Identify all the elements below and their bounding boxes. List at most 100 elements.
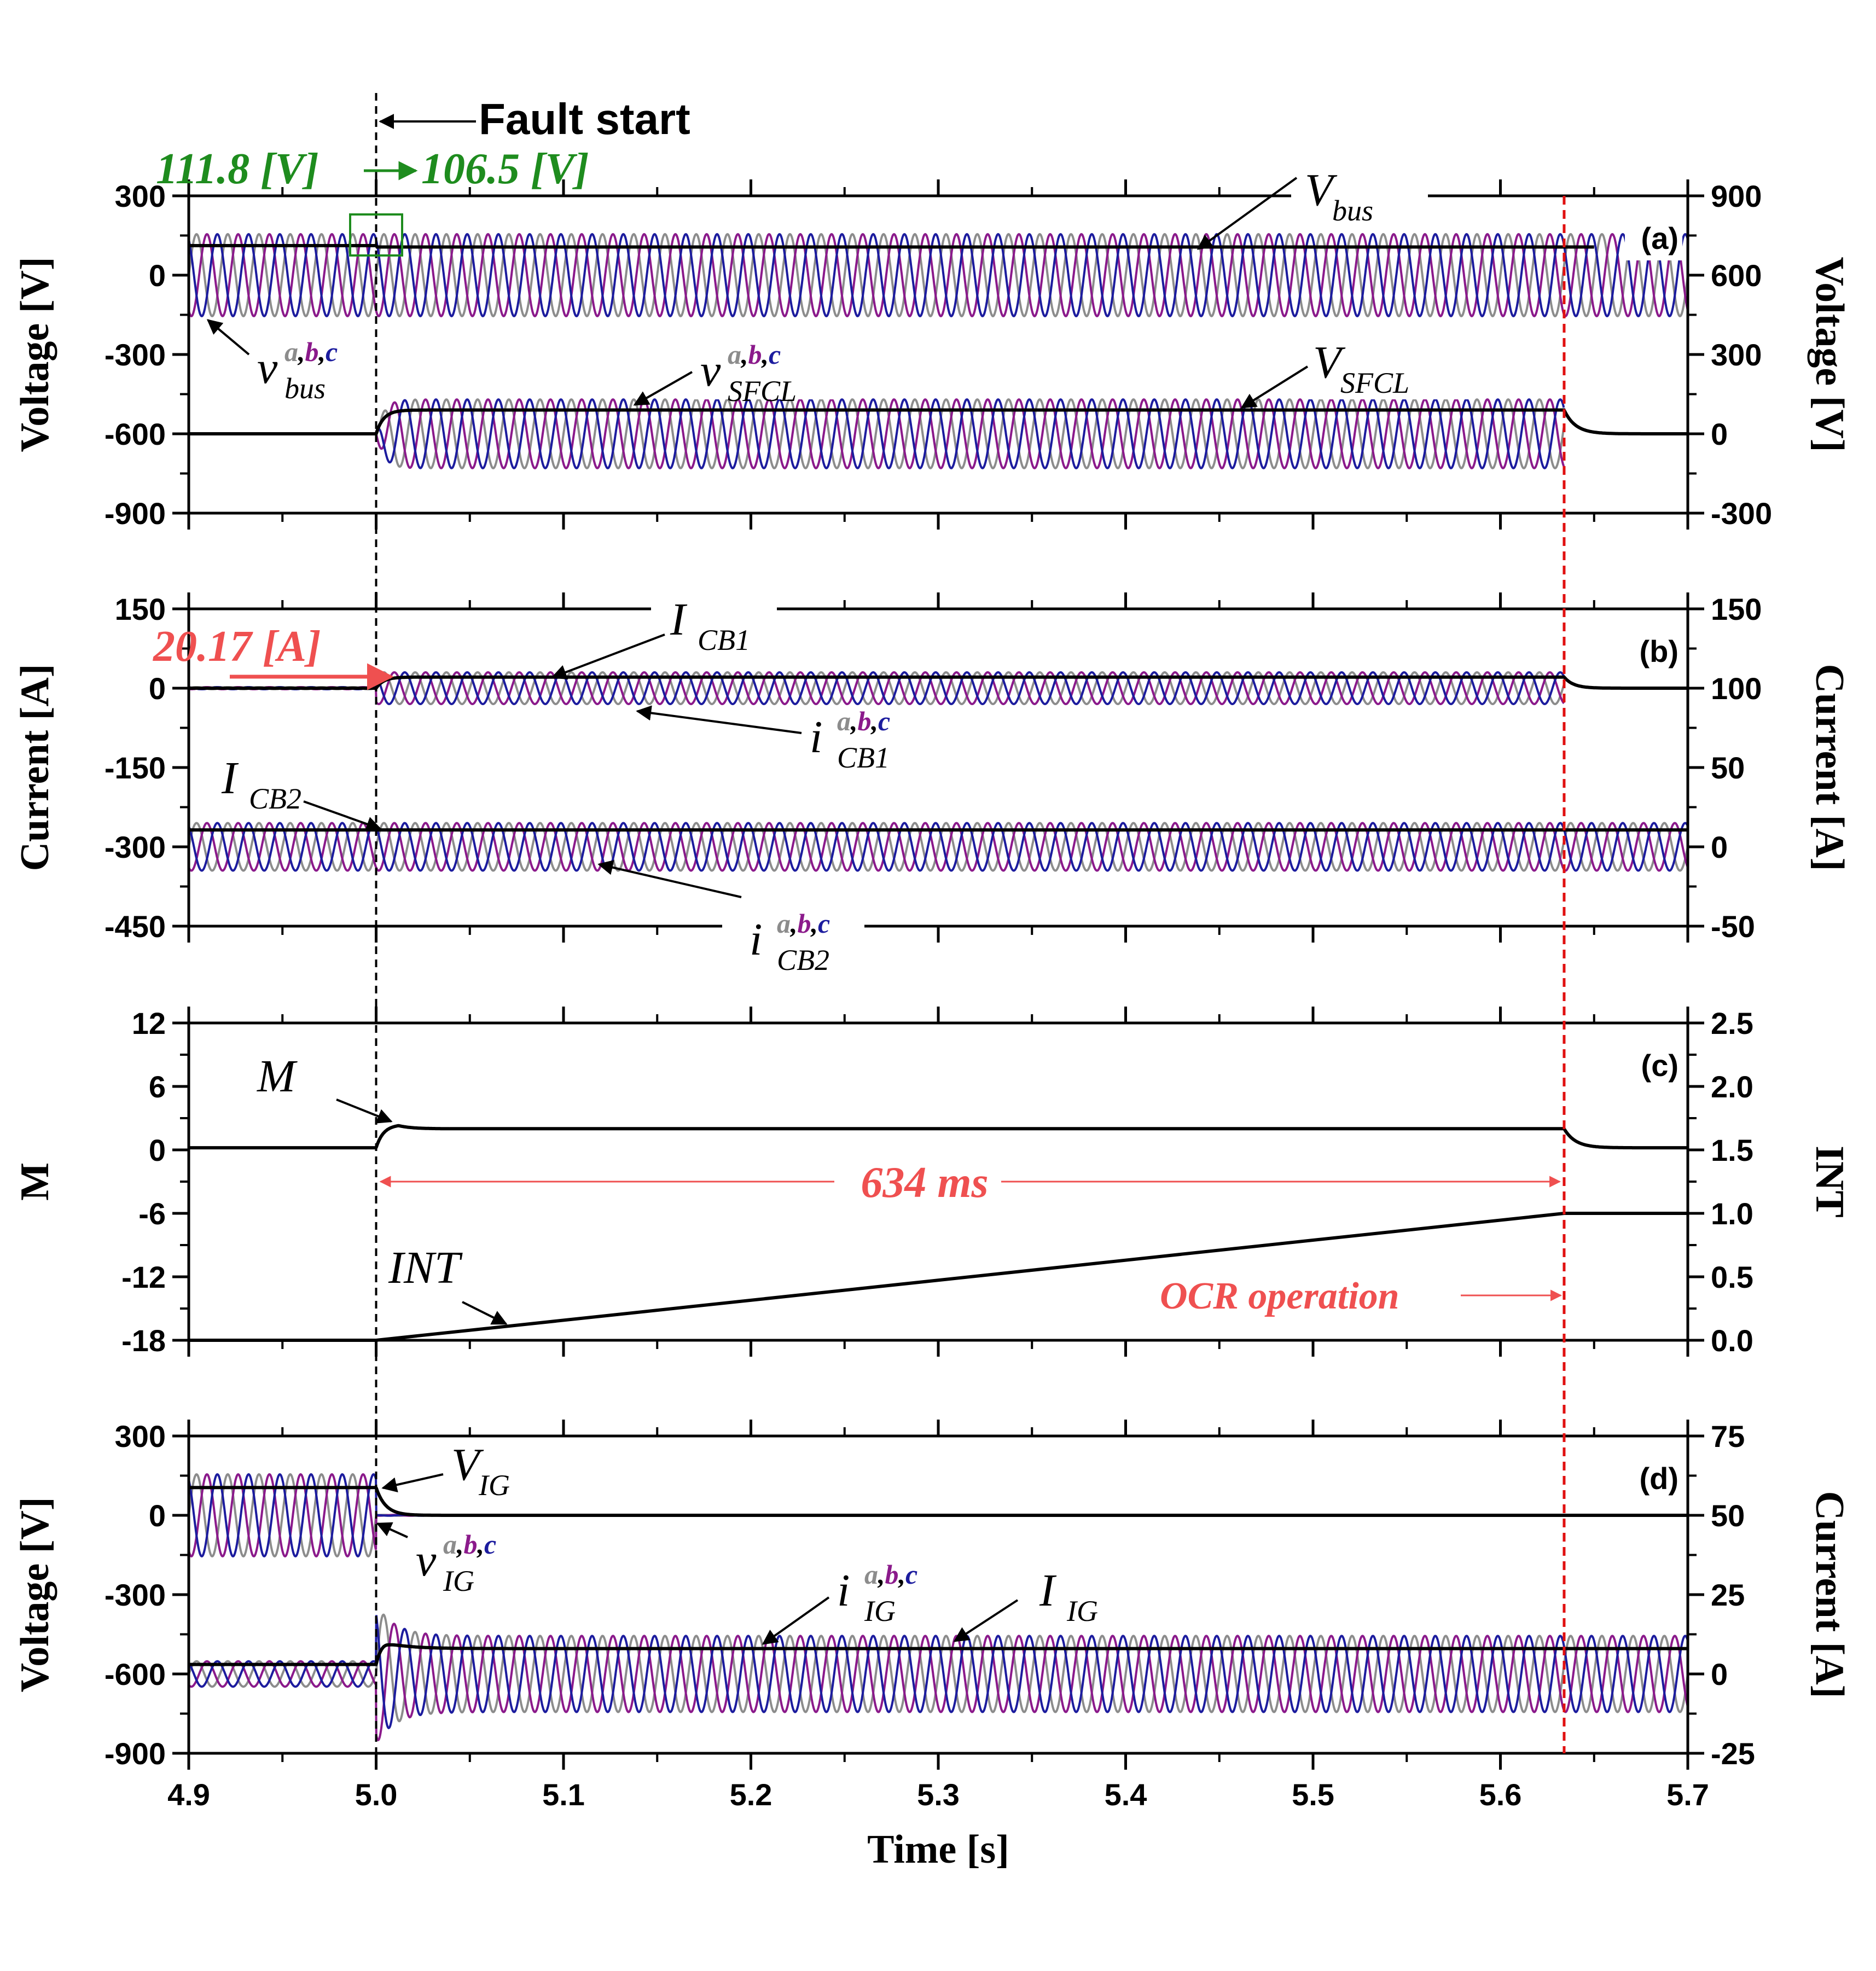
y-left-tick-label: -450	[104, 909, 166, 944]
v-bus-label-sup: a,b,c	[284, 336, 338, 367]
I-IG-label-sub: IG	[1066, 1595, 1098, 1627]
panel-label-bg	[1625, 218, 1682, 260]
panel-label-bg	[1625, 631, 1682, 673]
M-label: M	[257, 1051, 298, 1102]
y-left-tick-label: -150	[104, 751, 166, 785]
M-arrow	[336, 1098, 393, 1124]
V-IG-label-main: V	[451, 1439, 484, 1490]
y-right-tick-label: 300	[1711, 338, 1762, 372]
data-layer	[188, 1473, 1689, 1741]
INT-label: INT	[388, 1242, 463, 1293]
y-right-axis-title: Current [A]	[1807, 1491, 1852, 1699]
y-right-axis-title: INT	[1807, 1146, 1852, 1218]
v-IG-label-sub: IG	[443, 1565, 474, 1597]
y-right-tick-label: 600	[1711, 258, 1762, 293]
data-layer	[188, 671, 1689, 872]
y-right-tick-label: 0.5	[1711, 1260, 1753, 1294]
v-IG-label-sup: a,b,c	[443, 1529, 496, 1560]
i-CB1-label-main: i	[810, 712, 822, 763]
y-right-tick-label: -25	[1711, 1736, 1755, 1771]
v-bus-arrow	[206, 319, 250, 356]
i-ig-phase-a	[188, 1613, 1689, 1723]
y-right-tick-label: 50	[1711, 1498, 1745, 1533]
I-CB2-label-sub: CB2	[249, 782, 301, 815]
v-bus-label-sub: bus	[284, 372, 326, 405]
x-tick-label: 5.7	[1666, 1777, 1709, 1812]
y-left-tick-label: -900	[104, 1736, 166, 1771]
plot-frame	[187, 607, 1689, 928]
v-bus-phase-c	[188, 232, 1689, 318]
y-left-tick-label: -300	[104, 1578, 166, 1612]
y-right-tick-label: 2.5	[1711, 1006, 1753, 1040]
y-left-tick-label: 300	[115, 179, 166, 213]
y-left-tick-label: 150	[115, 592, 166, 626]
data-layer	[188, 232, 1689, 469]
y-right-tick-label: 75	[1711, 1419, 1745, 1453]
I-IG-rms	[189, 1643, 1688, 1666]
V-bus-label-main: V	[1305, 165, 1338, 216]
y-right-tick-label: 0	[1711, 417, 1728, 451]
I-CB1-label: I CB1	[670, 594, 750, 656]
panel-c: 12 6 0 -6 -12 -18 2.5 2.0 1.5 1.0 0.5 0.0 M INT (c)	[13, 1006, 1852, 1358]
i-CB2-label-main: i	[750, 914, 762, 965]
I-CB2-label-main: I	[221, 753, 239, 804]
v-SFCL-arrow	[633, 371, 693, 406]
V-IG-label: VIG	[451, 1439, 510, 1502]
x-tick-label: 5.2	[730, 1777, 773, 1812]
v-IG-label-main: v	[416, 1535, 437, 1586]
x-tick-label: 5.5	[1292, 1777, 1334, 1812]
panel-label: (c)	[1641, 1048, 1678, 1083]
y-right-tick-label: 25	[1711, 1578, 1745, 1612]
V-bus-label-sub: bus	[1332, 194, 1373, 227]
label-bg	[826, 1543, 957, 1619]
y-right-tick-label: 150	[1711, 592, 1762, 626]
I-CB2-label: I CB2	[221, 753, 301, 815]
INT-label-main: INT	[388, 1242, 463, 1293]
label-bg	[695, 328, 837, 399]
y-left-tick-label: -300	[104, 338, 166, 372]
v-sfcl-phase-b	[375, 398, 1565, 469]
i-CB1-label-sup: a,b,c	[837, 706, 890, 736]
i-CB1-label-sub: CB1	[837, 741, 890, 774]
label-bg	[1034, 1565, 1132, 1619]
V-IG-label-sub: IG	[478, 1469, 510, 1502]
y-left-axis-title: Voltage [V]	[13, 1497, 57, 1693]
y-left-tick-label: -600	[104, 1657, 166, 1691]
x-tick-label: 5.4	[1105, 1777, 1147, 1812]
i-IG-label-sub: IG	[864, 1595, 896, 1627]
i-IG-label: i IG a,b,c	[837, 1559, 917, 1627]
zoom-box	[349, 213, 403, 257]
V-bus-rms	[189, 244, 1594, 249]
x-axis-title: Time [s]	[867, 1827, 1009, 1872]
y-right-tick-label: 900	[1711, 179, 1762, 213]
y-right-axis-title: Current [A]	[1807, 664, 1852, 871]
i-cb1-phase-c	[188, 671, 1565, 706]
i-CB2-label: i CB2 a,b,c	[750, 908, 830, 976]
i-IG-arrow	[762, 1596, 830, 1645]
x-tick-label: 5.0	[355, 1777, 398, 1812]
y-left-tick-label: 0	[149, 1498, 166, 1533]
y-left-axis-title: Voltage [V]	[13, 257, 57, 452]
i-cb2-phase-c	[188, 822, 1689, 872]
y-right-tick-label: 1.5	[1711, 1133, 1753, 1167]
y-left-tick-label: -12	[121, 1260, 166, 1294]
i-cb1-phase-a	[188, 671, 1565, 706]
red-current-annotation: 20.17 [A]	[153, 623, 321, 671]
i-ig-phase-c	[188, 1615, 1689, 1730]
panel-label: (d)	[1639, 1461, 1678, 1496]
fault-start-label: Fault start	[479, 95, 690, 143]
v-bus-label-main: v	[257, 342, 278, 393]
y-right-tick-label: 100	[1711, 671, 1762, 706]
y-left-tick-label: 0	[149, 258, 166, 293]
y-right-axis-title: Voltage [V]	[1807, 257, 1852, 452]
panel-label: (a)	[1641, 221, 1678, 255]
y-left-tick-label: 0	[149, 1133, 166, 1167]
x-tick-label: 5.1	[542, 1777, 585, 1812]
v-bus-phase-b	[188, 232, 1689, 318]
y-left-tick-label: 6	[149, 1069, 166, 1104]
x-tick-label: 5.3	[917, 1777, 960, 1812]
y-left-tick-label: 12	[132, 1006, 166, 1040]
y-right-tick-label: 0	[1711, 830, 1728, 864]
